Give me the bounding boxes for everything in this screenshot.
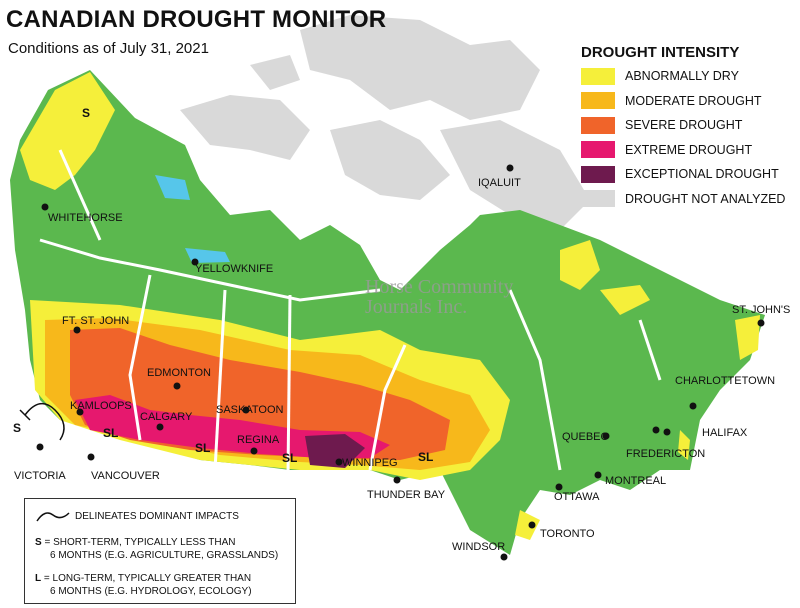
city-dot [500,553,508,561]
legend-label: ABNORMALLY DRY [625,69,739,84]
city-label-fredericton: FREDERICTON [626,448,705,460]
city-label-iqaluit: IQALUIT [478,177,521,189]
city-dot [76,408,84,416]
delineation-line-icon [36,512,70,522]
legend-label: EXTREME DROUGHT [625,142,753,157]
city-label-whitehorse: WHITEHORSE [48,212,123,224]
city-dot [602,432,610,440]
city-dot [757,319,765,327]
legend-item-moderate-drought: MODERATE DROUGHT [581,89,796,114]
key-l-text-2: 6 MONTHS (E.G. HYDROLOGY, ECOLOGY) [50,586,252,597]
legend-swatch [581,92,615,110]
impact-label: SL [282,451,297,465]
key-l-text-1: = LONG-TERM, TYPICALLY GREATER THAN [43,573,252,584]
city-label-ft-st-john: FT. ST. JOHN [62,315,129,327]
city-label-kamloops: KAMLOOPS [70,400,132,412]
city-dot [87,453,95,461]
map-subtitle: Conditions as of July 31, 2021 [8,40,209,57]
legend-item-not-analyzed: DROUGHT NOT ANALYZED [581,187,796,212]
exceptional-drought-areas [305,434,365,468]
city-dot [36,443,44,451]
city-dot [555,483,563,491]
city-dot [173,382,181,390]
city-label-montreal: MONTREAL [605,475,666,487]
city-dot [652,426,660,434]
city-label-st-johns: ST. JOHN'S [732,304,790,316]
key-long-term: L = LONG-TERM, TYPICALLY GREATER THAN [35,573,251,584]
key-short-term: S = SHORT-TERM, TYPICALLY LESS THAN [35,537,236,548]
impact-lines [19,402,65,441]
legend-item-severe-drought: SEVERE DROUGHT [581,113,796,138]
city-dot [191,258,199,266]
impact-label: S [13,421,21,435]
city-dot [528,521,536,529]
city-dot [156,423,164,431]
key-s-text-1: = SHORT-TERM, TYPICALLY LESS THAN [44,537,236,548]
city-label-halifax: HALIFAX [702,427,748,439]
city-dot [242,406,250,414]
key-s-text-2: 6 MONTHS (E.G. AGRICULTURE, GRASSLANDS) [50,550,279,561]
legend-item-exceptional-drought: EXCEPTIONAL DROUGHT [581,162,796,187]
map-title: CANADIAN DROUGHT MONITOR [6,6,387,33]
city-markers [36,164,765,561]
city-label-ottawa: OTTAWA [554,491,600,503]
city-label-edmonton: EDMONTON [147,367,211,379]
key-l-letter: L [35,573,42,584]
city-label-regina: REGINA [237,434,280,446]
impact-label: S [82,106,90,120]
city-dot [73,326,81,334]
city-dot [594,471,602,479]
legend-swatch [581,165,615,183]
city-dot [250,447,258,455]
city-dot [393,476,401,484]
legend-swatch [581,67,615,85]
city-label-quebec: QUEBEC [562,431,609,443]
legend: DROUGHT INTENSITY ABNORMALLY DRY MODERAT… [581,44,796,211]
city-label-calgary: CALGARY [140,411,193,423]
city-label-thunder-bay: THUNDER BAY [367,489,446,501]
legend-item-extreme-drought: EXTREME DROUGHT [581,138,796,163]
legend-item-abnormally-dry: ABNORMALLY DRY [581,64,796,89]
city-label-winnipeg: WINNIPEG [342,457,398,469]
legend-label: SEVERE DROUGHT [625,118,743,133]
impact-label: SL [418,450,433,464]
watermark-line-2: Journals Inc. [365,296,467,318]
city-dot [506,164,514,172]
city-dot [663,428,671,436]
city-label-windsor: WINDSOR [452,541,505,553]
province-borders [39,149,662,476]
city-label-saskatoon: SASKATOON [216,404,284,416]
impact-label: SL [103,426,118,440]
city-label-yellowknife: YELLOWKNIFE [195,263,273,275]
city-label-charlottetown: CHARLOTTETOWN [675,375,775,387]
key-s-letter: S [35,537,42,548]
legend-swatch [581,116,615,134]
city-label-vancouver: VANCOUVER [91,470,160,482]
city-label-toronto: TORONTO [540,528,595,540]
arctic-islands [180,15,590,230]
legend-title: DROUGHT INTENSITY [581,44,740,61]
city-dot [41,203,49,211]
key-delineates: DELINEATES DOMINANT IMPACTS [75,511,239,522]
legend-label: EXCEPTIONAL DROUGHT [625,167,779,182]
city-label-victoria: VICTORIA [14,470,66,482]
legend-swatch [581,141,615,159]
impact-key-box: DELINEATES DOMINANT IMPACTS S = SHORT-TE… [24,498,296,604]
watermark-line-1: Horse Community [365,276,513,298]
city-dot [335,458,343,466]
city-dot [689,402,697,410]
legend-swatch [581,190,615,208]
legend-label: MODERATE DROUGHT [625,93,762,108]
legend-label: DROUGHT NOT ANALYZED [625,191,786,206]
impact-label: SL [195,441,210,455]
